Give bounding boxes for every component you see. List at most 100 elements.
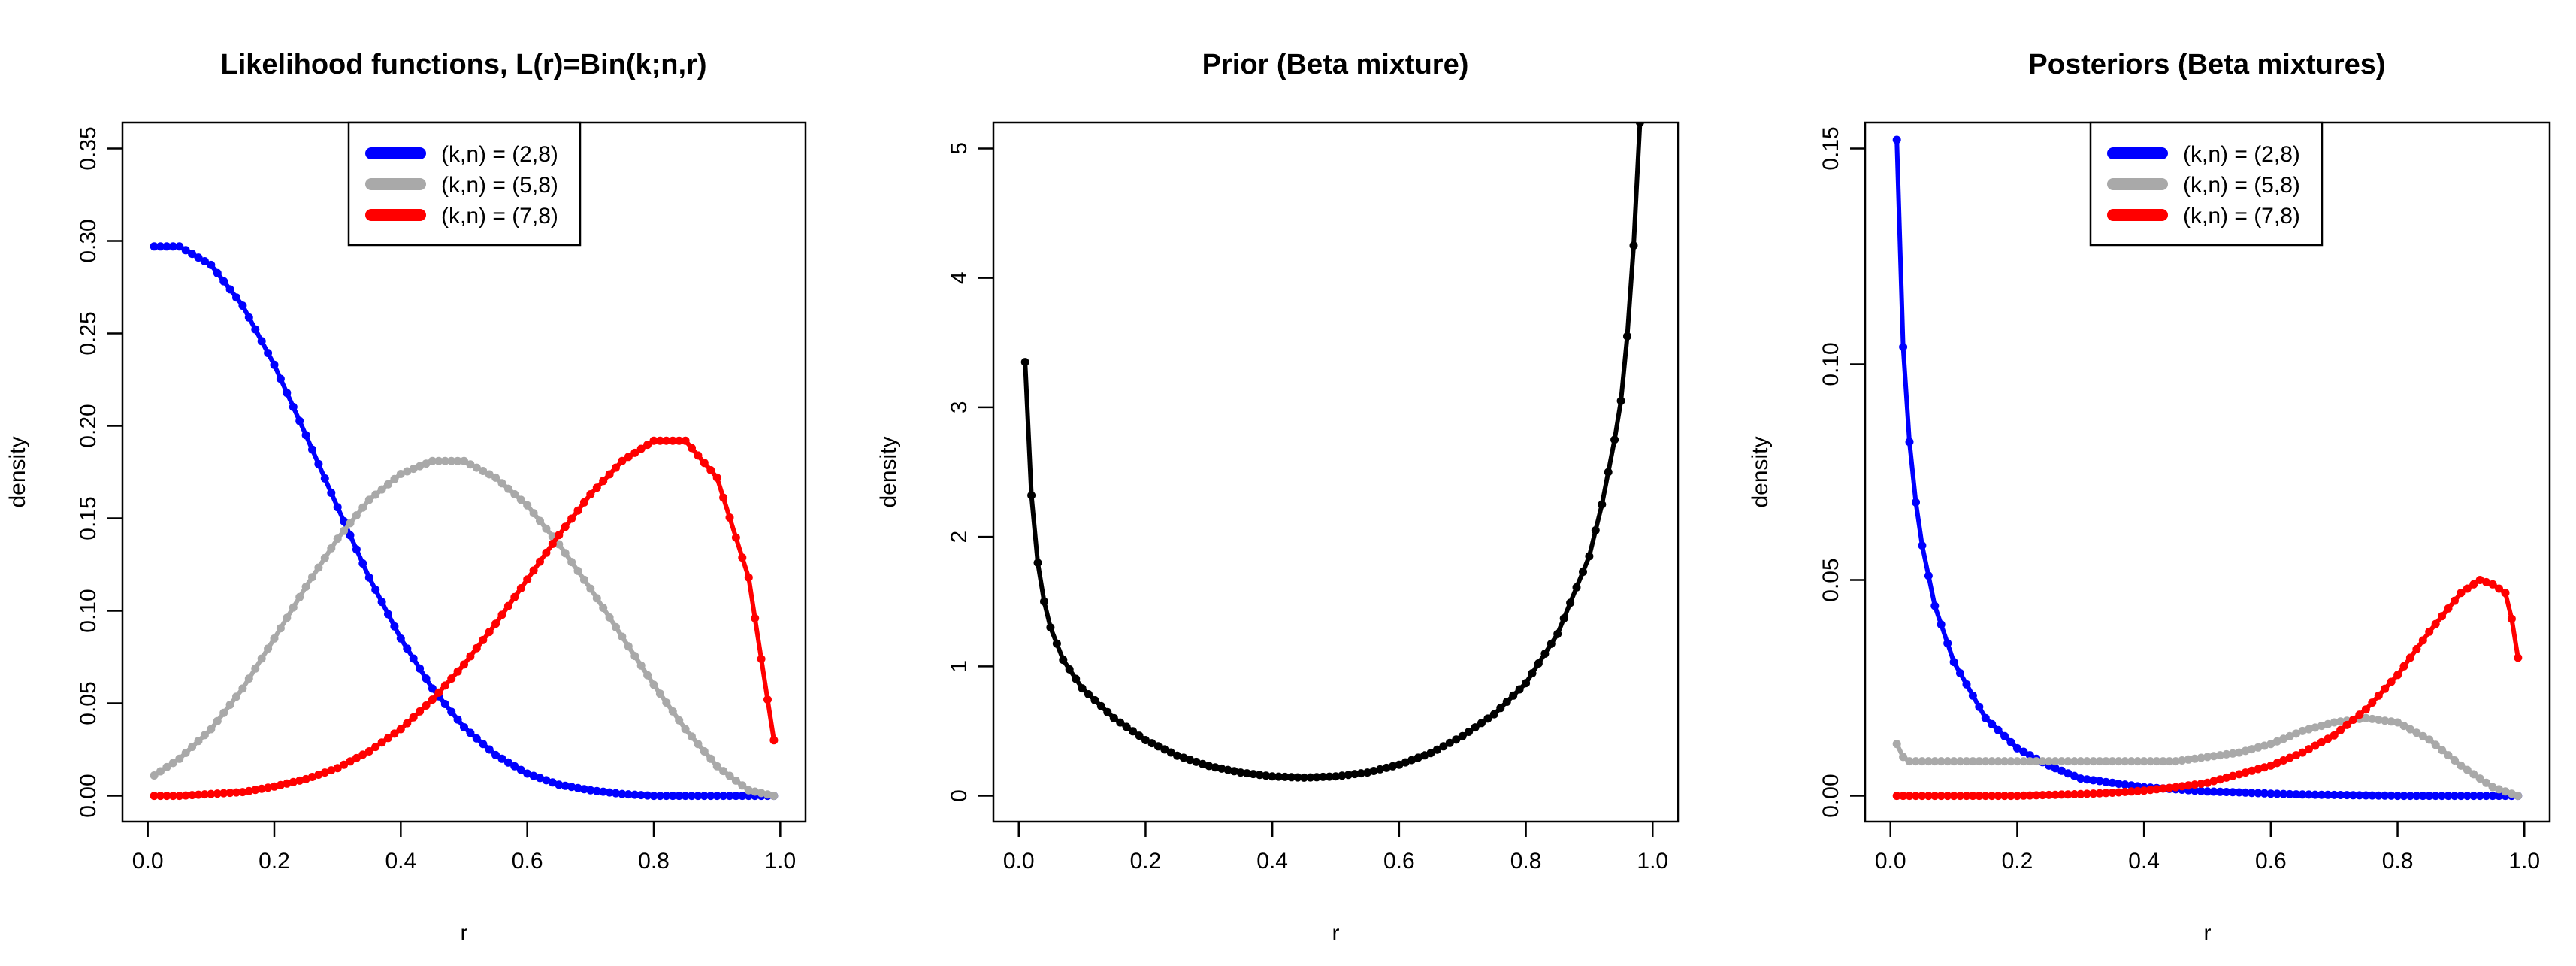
data-point [352, 753, 361, 762]
data-point [2405, 653, 2414, 662]
data-point [2412, 728, 2421, 737]
data-point [1905, 757, 1914, 766]
data-point [1242, 769, 1251, 778]
data-point [2405, 725, 2414, 734]
data-point [175, 242, 184, 251]
data-point [2152, 785, 2161, 794]
data-point [536, 557, 544, 566]
data-point [2209, 777, 2218, 786]
data-point [497, 610, 506, 619]
data-point [542, 548, 551, 557]
data-point [1918, 541, 1927, 550]
data-point [2012, 743, 2021, 753]
data-point [2114, 757, 2123, 766]
data-point [542, 524, 551, 533]
x-tick-label: 0.4 [2128, 849, 2160, 874]
data-point [503, 484, 512, 493]
data-point [542, 776, 551, 785]
data-point [2272, 789, 2281, 798]
data-point [2191, 780, 2200, 789]
data-point [1382, 763, 1391, 772]
data-point [2019, 791, 2028, 800]
data-point [1553, 629, 1562, 638]
data-point [2184, 781, 2193, 790]
data-point [491, 473, 500, 482]
data-point [340, 516, 349, 525]
data-point [1483, 714, 1492, 723]
data-point [2241, 746, 2250, 756]
data-point [346, 519, 355, 528]
data-point [592, 786, 601, 795]
data-point [2355, 710, 2364, 719]
data-point [257, 784, 266, 793]
data-point [1962, 792, 1971, 801]
data-point [2095, 777, 2104, 786]
data-point [2038, 791, 2047, 800]
data-point [592, 594, 601, 603]
data-point [751, 613, 760, 622]
data-point [1046, 623, 1055, 632]
data-point [1332, 772, 1340, 781]
data-point [769, 792, 779, 801]
data-point [200, 257, 209, 265]
data-point [599, 604, 608, 613]
data-point [1040, 597, 1048, 606]
data-point [466, 652, 475, 661]
data-point [649, 436, 658, 445]
data-point [1122, 722, 1131, 731]
data-point [548, 540, 557, 548]
data-point [573, 566, 582, 575]
data-point [694, 451, 703, 460]
data-point [2475, 792, 2484, 801]
data-point [1988, 792, 1997, 801]
data-point [605, 470, 614, 479]
data-point [503, 758, 512, 767]
data-point [181, 246, 190, 255]
data-point [453, 715, 462, 724]
data-point [2292, 751, 2301, 760]
data-point [2374, 791, 2383, 800]
data-point [213, 716, 222, 725]
x-tick-label: 0.6 [1383, 849, 1415, 874]
data-point [1937, 757, 1946, 766]
data-point [396, 470, 405, 478]
data-point [181, 749, 190, 757]
data-point [1376, 765, 1384, 774]
data-point [668, 436, 677, 445]
data-point [2235, 770, 2244, 779]
data-point [1477, 719, 1486, 728]
data-point [1892, 792, 1901, 801]
data-point [1924, 792, 1933, 801]
data-point [2457, 761, 2466, 770]
data-point [2475, 774, 2484, 783]
data-point [320, 474, 329, 483]
data-point [2235, 748, 2244, 757]
data-point [2330, 718, 2339, 727]
data-point [2089, 776, 2098, 785]
data-point [1981, 713, 1990, 722]
data-point [2152, 757, 2161, 766]
data-point [364, 747, 373, 756]
data-point [2051, 764, 2060, 773]
data-point [2064, 790, 2073, 799]
data-point [2279, 789, 2288, 798]
data-point [2279, 734, 2288, 743]
data-point [599, 477, 608, 486]
data-point [712, 473, 721, 482]
x-axis-label: r [2204, 921, 2212, 946]
data-point [649, 792, 658, 801]
data-point [1306, 773, 1315, 782]
data-point [2222, 788, 2231, 796]
data-point [264, 349, 273, 358]
data-point [1918, 757, 1927, 766]
data-point [719, 493, 728, 502]
data-point [384, 734, 392, 743]
data-point [358, 559, 367, 568]
data-point [2381, 716, 2390, 725]
data-point [1426, 749, 1435, 758]
data-point [289, 603, 298, 612]
y-tick-label: 4 [947, 271, 972, 284]
data-point [472, 643, 481, 653]
data-point [472, 463, 481, 472]
data-point [618, 456, 627, 465]
